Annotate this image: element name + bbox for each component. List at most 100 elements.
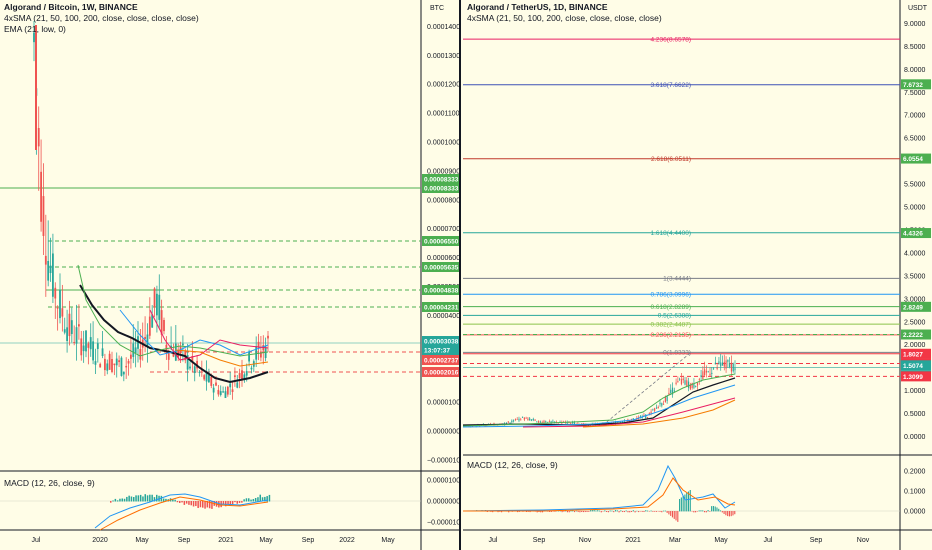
left-macd-bar xyxy=(139,494,142,502)
left-candle-body xyxy=(52,253,54,297)
left-price-tag-text: 0.00004231 xyxy=(424,305,459,312)
right-price-tick: 3.0000 xyxy=(904,296,926,303)
left-price-tag xyxy=(422,236,459,246)
fib-level-label: 0.236(2.2135) xyxy=(651,332,691,339)
right-candle-body xyxy=(513,420,515,422)
left-macd-bar xyxy=(257,497,259,502)
left-candle-body xyxy=(130,354,132,359)
left-macd-bar xyxy=(165,498,167,502)
left-price-tag-text: 0.00008333 xyxy=(424,177,459,184)
right-macd-bar xyxy=(614,510,617,512)
right-candle-body xyxy=(720,362,722,367)
right-candle-body xyxy=(521,416,524,418)
left-candle-body xyxy=(73,341,76,343)
right-candle-body xyxy=(648,413,650,415)
right-macd-bar xyxy=(581,511,583,512)
right-price-tag xyxy=(901,79,931,90)
right-candle-body xyxy=(682,378,684,381)
right-time-tick: Jul xyxy=(489,537,498,544)
left-macd-bar xyxy=(206,501,209,508)
left-macd-bar xyxy=(211,501,213,509)
left-price-tag xyxy=(422,285,459,295)
right-candle-body xyxy=(725,360,727,369)
right-chart-canvas[interactable]: USDT 9.0000 8.5000 8.0000 7.5000 7.0000 6.5000… xyxy=(463,0,932,550)
left-candle-body xyxy=(122,371,125,375)
right-candle-body xyxy=(520,419,522,421)
left-candle-body xyxy=(203,375,206,380)
right-price-tick: 8.5000 xyxy=(904,44,926,51)
left-candle-body xyxy=(94,361,97,365)
left-macd-bar xyxy=(192,501,195,507)
right-candle-body xyxy=(534,419,536,421)
left-candle-body xyxy=(104,358,106,371)
right-macd-bar xyxy=(492,511,494,513)
left-macd-bar xyxy=(188,501,190,505)
right-macd-bar xyxy=(591,510,593,512)
right-macd-bar xyxy=(718,508,720,512)
left-indicator-sma: 4xSMA (21, 50, 100, 200, close, close, c… xyxy=(4,13,199,23)
right-chart-pane[interactable]: USDT 9.0000 8.5000 8.0000 7.5000 7.0000 6.5000… xyxy=(463,0,932,550)
right-candle-body xyxy=(721,362,724,366)
left-candle-body xyxy=(208,374,210,383)
right-candle-body xyxy=(696,383,699,386)
right-macd-bar xyxy=(600,511,602,513)
right-macd-bar xyxy=(721,511,723,513)
left-candle-body xyxy=(127,360,130,364)
left-price-tag xyxy=(422,367,459,377)
left-macd-bar xyxy=(245,498,248,502)
right-candle-body xyxy=(661,403,663,406)
right-candle-body xyxy=(655,407,658,409)
left-macd-bar xyxy=(172,499,174,502)
right-candle-body xyxy=(527,418,529,421)
left-candle-body xyxy=(219,391,222,395)
right-candle-body xyxy=(671,387,674,395)
left-candle-body xyxy=(111,359,113,372)
left-candle-body xyxy=(63,329,66,333)
right-price-tag xyxy=(901,153,931,164)
left-price-tag-text: 0.00002737 xyxy=(424,358,459,365)
left-macd-bar xyxy=(222,501,225,505)
left-candle-body xyxy=(70,320,73,335)
left-candle-body xyxy=(158,294,161,320)
left-chart-title: Algorand / Bitcoin, 1W, BINANCE xyxy=(4,2,138,12)
right-macd-bar xyxy=(673,511,675,519)
right-candle-body xyxy=(732,363,734,372)
left-macd-bar xyxy=(204,501,206,509)
left-candle-body xyxy=(125,365,128,368)
left-signal-line xyxy=(99,496,269,531)
right-time-tick: Nov xyxy=(857,537,870,544)
right-macd-title: MACD (12, 26, close, 9) xyxy=(467,460,558,470)
fib-level-label: 4.236(8.6578) xyxy=(651,36,691,43)
right-macd-bar xyxy=(703,511,706,513)
right-macd-tick: 0.1000 xyxy=(904,489,926,496)
left-candle-body xyxy=(89,337,92,350)
left-candle-body xyxy=(144,337,146,339)
left-candle-body xyxy=(42,196,45,236)
left-candle-body xyxy=(44,255,47,265)
right-price-tag-text: 1.8027 xyxy=(903,351,923,358)
left-candle-body xyxy=(61,308,64,317)
right-macd-bar xyxy=(550,511,552,512)
right-price-tick: 5.0000 xyxy=(904,205,926,212)
right-candle-body xyxy=(705,370,708,373)
left-candle-body xyxy=(108,353,111,370)
right-macd-bar xyxy=(563,511,565,512)
left-candle-body xyxy=(137,336,139,349)
right-candle-body xyxy=(680,379,683,385)
right-candle-body xyxy=(539,421,542,423)
left-candle-body xyxy=(243,374,246,380)
right-price-tag xyxy=(901,228,931,239)
left-macd-bar xyxy=(266,496,268,502)
left-price-tag-text: 0.00008333 xyxy=(424,186,459,193)
right-candle-body xyxy=(538,420,540,423)
left-time-tick: May xyxy=(259,537,273,544)
left-candle-body xyxy=(250,367,253,370)
right-macd-bar xyxy=(675,511,677,521)
left-indicator-ema: EMA (21, low, 0) xyxy=(4,24,66,34)
left-price-tag-text: 0.00002016 xyxy=(424,370,459,377)
right-time-tick: Sep xyxy=(810,537,823,544)
